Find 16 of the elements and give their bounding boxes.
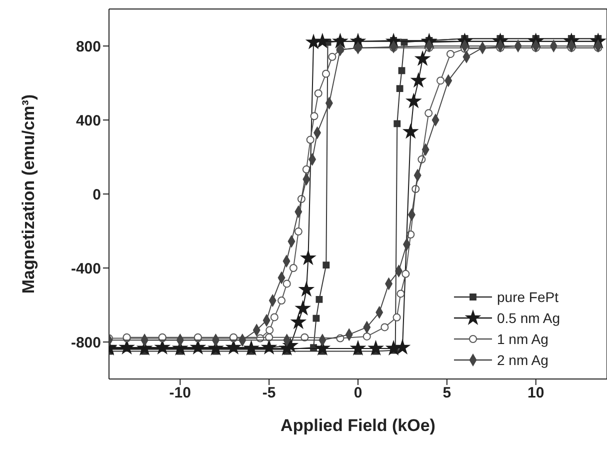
x-tick-label: -5 bbox=[262, 384, 276, 402]
x-tick-label: -10 bbox=[169, 384, 191, 402]
y-axis-title: Magnetization (emu/cm³) bbox=[19, 94, 38, 294]
x-tick-label: 10 bbox=[528, 384, 544, 402]
legend-label: 1 nm Ag bbox=[497, 331, 548, 347]
x-tick-label: 0 bbox=[354, 384, 362, 402]
x-tick-label: 5 bbox=[442, 384, 452, 402]
legend-label: 2 nm Ag bbox=[497, 352, 548, 368]
y-tick-label: 400 bbox=[76, 112, 101, 130]
x-axis-title: Applied Field (kOe) bbox=[280, 416, 436, 435]
y-tick-label: 0 bbox=[92, 186, 101, 204]
y-tick-label: 800 bbox=[76, 38, 101, 56]
legend-label: 0.5 nm Ag bbox=[497, 310, 560, 326]
y-tick-label: -400 bbox=[70, 260, 101, 278]
y-tick-label: -800 bbox=[70, 334, 101, 352]
legend-label: pure FePt bbox=[497, 289, 559, 305]
